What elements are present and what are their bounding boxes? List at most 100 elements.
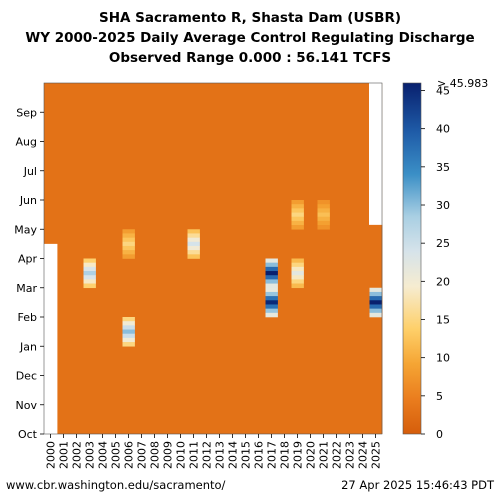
- chart-subtitle: Observed Range 0.000 : 56.141 TCFS: [108, 50, 392, 66]
- x-tick-label-2023: 2023: [344, 441, 357, 469]
- x-tick-label-2005: 2005: [110, 441, 123, 469]
- heatmap-cell-2019-may: [291, 212, 304, 218]
- heatmap-cell-2025-feb: [369, 312, 382, 318]
- heatmap-cell-2006-apr: [122, 245, 135, 251]
- heatmap-cell-2006-apr: [122, 250, 135, 255]
- x-tick-label-2004: 2004: [97, 441, 110, 469]
- x-tick-label-2012: 2012: [201, 441, 214, 469]
- heatmap-cell-2017-feb: [265, 312, 278, 318]
- heatmap-cell-2019-mar: [291, 275, 304, 280]
- heatmap-cell-2017-mar: [265, 258, 278, 263]
- heatmap-column-2008: [148, 83, 162, 434]
- heatmap-column-2005: [109, 83, 123, 434]
- heatmap-column-2007: [135, 83, 149, 434]
- x-tick-label-2015: 2015: [240, 441, 253, 469]
- missing-data-2025: [369, 83, 383, 225]
- x-tick-label-2025: 2025: [370, 441, 383, 469]
- heatmap-column-2015: [239, 83, 253, 434]
- chart-title-line-1: SHA Sacramento R, Shasta Dam (USBR): [98, 10, 402, 26]
- heatmap-cell-2019-mar: [291, 262, 304, 268]
- y-tick-label-may: May: [14, 223, 37, 236]
- heatmap-cell-2011-apr: [187, 241, 200, 247]
- heatmap-plot-area: [44, 83, 383, 434]
- x-tick-label-2019: 2019: [292, 441, 305, 469]
- x-tick-label-2001: 2001: [58, 441, 71, 469]
- heatmap-column-2021: [317, 83, 331, 434]
- heatmap-cell-2006-jan: [122, 333, 135, 339]
- heatmap-cell-2003-mar: [83, 275, 96, 280]
- heatmap-cell-2017-mar: [265, 275, 278, 280]
- heatmap-cell-2006-apr: [122, 254, 135, 259]
- heatmap-column-2012: [200, 83, 214, 434]
- heatmap-cell-2017-mar: [265, 283, 278, 289]
- heatmap-cell-2019-mar: [291, 271, 304, 276]
- heatmap-column-2023: [343, 83, 357, 434]
- heatmap-cell-2017-feb: [265, 287, 278, 293]
- heatmap-cell-2017-mar: [265, 262, 278, 268]
- x-tick-label-2022: 2022: [331, 441, 344, 469]
- heatmap-cell-2006-apr: [122, 233, 135, 238]
- y-tick-label-nov: Nov: [16, 399, 38, 412]
- y-tick-label-apr: Apr: [18, 253, 38, 266]
- x-tick-label-2024: 2024: [357, 441, 370, 469]
- colorbar-over-label: > 45.983: [437, 77, 488, 90]
- heatmap-cell-2006-apr: [122, 237, 135, 243]
- heatmap-cell-2006-apr: [122, 241, 135, 247]
- x-tick-label-2008: 2008: [149, 441, 162, 469]
- heatmap-cell-2019-mar: [291, 283, 304, 289]
- heatmap-column-2001: [57, 83, 71, 434]
- footer-timestamp: 27 Apr 2025 15:46:43 PDT: [341, 478, 494, 492]
- x-tick-label-2000: 2000: [45, 441, 58, 469]
- heatmap-cell-2003-mar: [83, 279, 96, 284]
- heatmap-cell-2019-mar: [291, 279, 304, 284]
- heatmap-cell-2019-may: [291, 216, 304, 222]
- heatmap-cell-2025-feb: [369, 287, 382, 293]
- heatmap-cell-2025-feb: [369, 296, 382, 301]
- heatmap-cell-2006-jan: [122, 337, 135, 343]
- colorbar-tick-label-5: 5: [436, 390, 443, 403]
- heatmap-column-2018: [278, 83, 292, 434]
- x-tick-label-2021: 2021: [318, 441, 331, 469]
- heatmap-cell-2017-mar: [265, 271, 278, 276]
- footer-source-url[interactable]: www.cbr.washington.edu/sacramento/: [6, 478, 226, 492]
- heatmap-cell-2019-mar: [291, 266, 304, 272]
- heatmap-cell-2006-jan: [122, 329, 135, 335]
- heatmap-cell-2006-apr: [122, 229, 135, 234]
- x-tick-label-2010: 2010: [175, 441, 188, 469]
- heatmap-cell-2011-apr: [187, 237, 200, 243]
- x-tick-label-2017: 2017: [266, 441, 279, 469]
- x-tick-label-2007: 2007: [136, 441, 149, 469]
- heatmap-cell-2011-apr: [187, 233, 200, 238]
- x-tick-label-2013: 2013: [214, 441, 227, 469]
- heatmap-cell-2021-may: [317, 225, 330, 230]
- colorbar-tick-label-40: 40: [436, 123, 450, 136]
- heatmap-column-2002: [70, 83, 84, 434]
- colorbar-tick-label-45: 45: [436, 85, 450, 98]
- heatmap-cell-2006-jan: [122, 317, 135, 322]
- y-tick-label-mar: Mar: [16, 282, 37, 295]
- heatmap-cell-2019-may: [291, 220, 304, 226]
- y-tick-label-jan: Jan: [19, 340, 37, 353]
- heatmap-cell-2021-may: [317, 208, 330, 213]
- heatmap-cell-2011-apr: [187, 250, 200, 255]
- heatmap-cell-2003-mar: [83, 262, 96, 268]
- heatmap-cell-2025-feb: [369, 308, 382, 314]
- colorbar-gradient: [402, 82, 422, 435]
- colorbar-tick-label-15: 15: [436, 314, 450, 327]
- heatmap-cell-2003-mar: [83, 283, 96, 289]
- heatmap-column-2024: [356, 83, 370, 434]
- x-tick-label-2009: 2009: [162, 441, 175, 469]
- chart-title-line-2: WY 2000-2025 Daily Average Control Regul…: [25, 30, 475, 46]
- heatmap-column-2014: [226, 83, 240, 434]
- heatmap-cell-2019-may: [291, 208, 304, 213]
- y-tick-label-oct: Oct: [18, 428, 38, 441]
- heatmap-cell-2011-apr: [187, 254, 200, 259]
- heatmap-cell-2017-feb: [265, 300, 278, 305]
- heatmap-column-2016: [252, 83, 266, 434]
- colorbar-tick-label-30: 30: [436, 199, 450, 212]
- heatmap-cell-2021-may: [317, 200, 330, 205]
- heatmap-cell-2003-mar: [83, 271, 96, 276]
- heatmap-cell-2003-mar: [83, 258, 96, 263]
- y-tick-label-jul: Jul: [23, 165, 37, 178]
- heatmap-cell-2019-may: [291, 204, 304, 209]
